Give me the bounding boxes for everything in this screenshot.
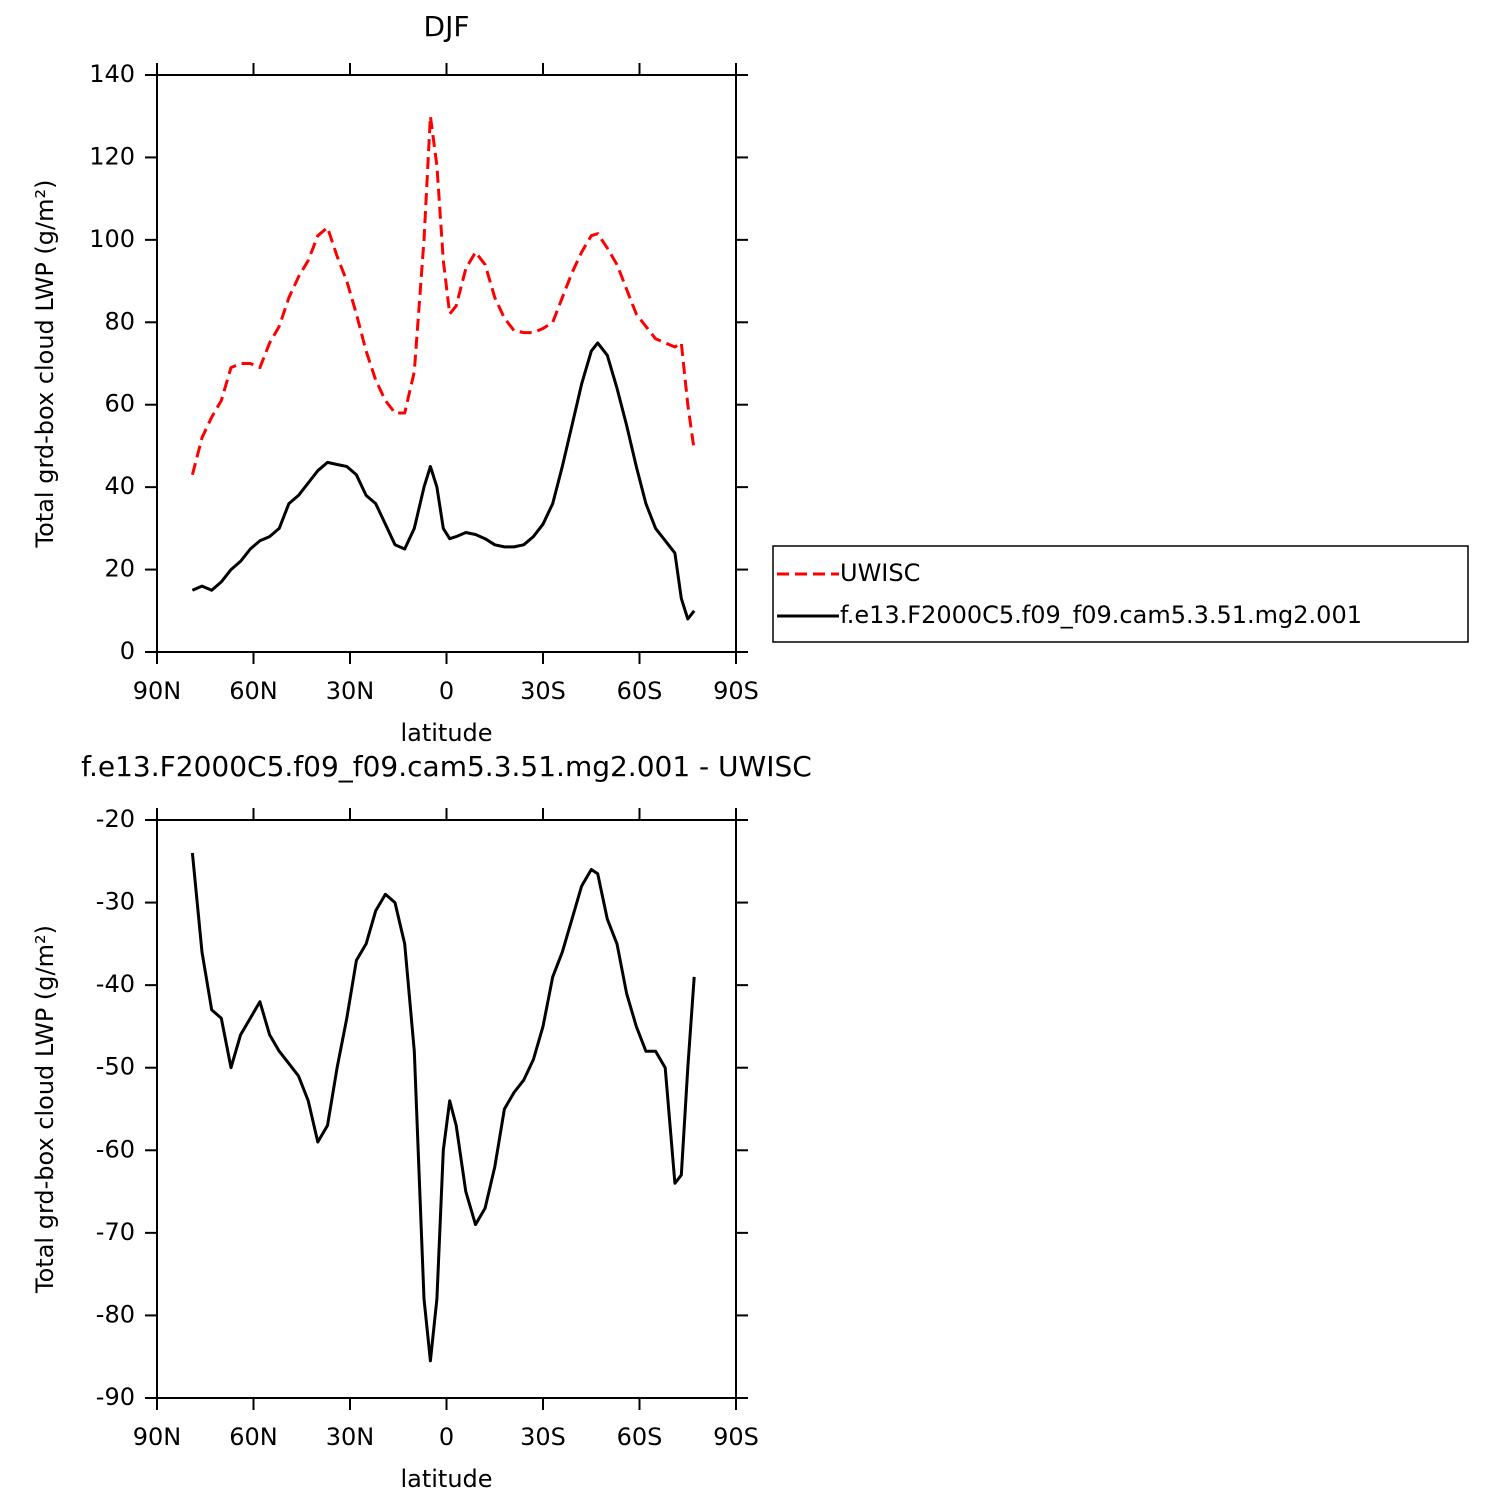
x-tick-label: 60N xyxy=(229,677,278,705)
y-tick-label: 80 xyxy=(104,307,135,335)
x-tick-label: 0 xyxy=(439,1423,454,1451)
y-tick-label: 60 xyxy=(104,390,135,418)
x-axis-label: latitude xyxy=(400,719,492,747)
x-tick-label: 90S xyxy=(713,1423,759,1451)
y-tick-label: -20 xyxy=(96,805,135,833)
x-tick-label: 60S xyxy=(617,1423,663,1451)
legend-label: f.e13.F2000C5.f09_f09.cam5.3.51.mg2.001 xyxy=(840,601,1362,629)
x-tick-label: 30S xyxy=(520,677,566,705)
y-axis-label: Total grd-box cloud LWP (g/m²) xyxy=(31,180,59,549)
y-tick-label: 0 xyxy=(120,637,135,665)
legend-box xyxy=(772,545,1469,643)
plot-frame xyxy=(156,819,737,1399)
y-tick-label: -30 xyxy=(96,888,135,916)
y-tick-label: 20 xyxy=(104,555,135,583)
y-tick-label: 100 xyxy=(89,225,135,253)
y-tick-label: 140 xyxy=(89,60,135,88)
y-tick-label: -90 xyxy=(96,1383,135,1411)
x-tick-label: 60N xyxy=(229,1423,278,1451)
y-tick-label: -50 xyxy=(96,1053,135,1081)
x-tick-label: 90N xyxy=(133,677,182,705)
chart-title: f.e13.F2000C5.f09_f09.cam5.3.51.mg2.001 … xyxy=(81,750,812,783)
y-tick-label: -80 xyxy=(96,1300,135,1328)
x-tick-label: 0 xyxy=(439,677,454,705)
y-tick-label: -60 xyxy=(96,1135,135,1163)
y-tick-label: 120 xyxy=(89,142,135,170)
y-tick-label: 40 xyxy=(104,472,135,500)
legend-label: UWISC xyxy=(840,559,920,587)
x-tick-label: 30S xyxy=(520,1423,566,1451)
x-tick-label: 90S xyxy=(713,677,759,705)
data-line xyxy=(191,341,696,621)
x-tick-label: 30N xyxy=(326,1423,375,1451)
y-tick-label: -70 xyxy=(96,1218,135,1246)
chart-title: DJF xyxy=(424,10,470,43)
data-line xyxy=(190,852,696,1363)
x-tick-label: 60S xyxy=(617,677,663,705)
y-tick-label: -40 xyxy=(96,970,135,998)
x-tick-label: 90N xyxy=(133,1423,182,1451)
data-line xyxy=(190,114,696,476)
x-axis-label: latitude xyxy=(400,1465,492,1493)
x-tick-label: 30N xyxy=(326,677,375,705)
y-axis-label: Total grd-box cloud LWP (g/m²) xyxy=(31,925,59,1294)
